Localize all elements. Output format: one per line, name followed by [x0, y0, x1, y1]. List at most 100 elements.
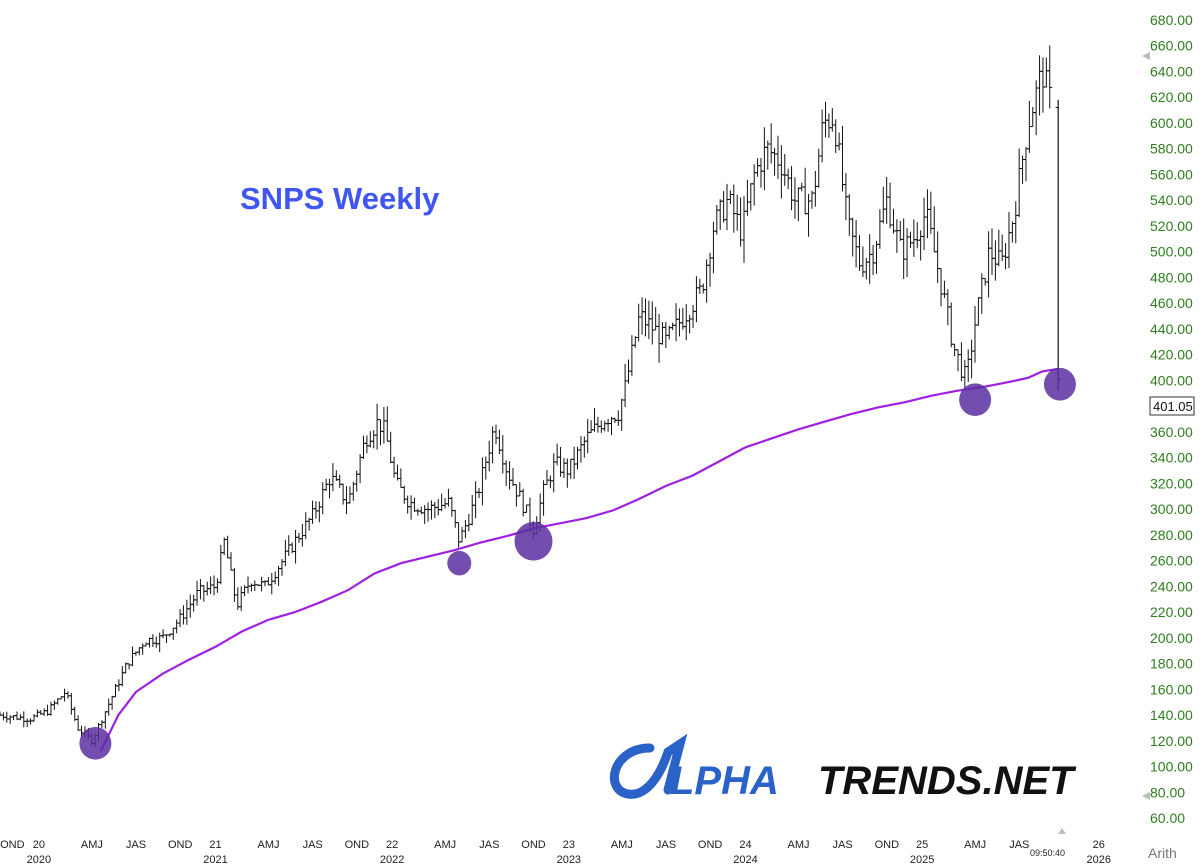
- ohlc-bar: [160, 629, 166, 639]
- ohlc-bar: [129, 646, 135, 667]
- ohlc-bar: [259, 576, 265, 592]
- ohlc-bar: [907, 231, 913, 249]
- ohlc-bar: [269, 573, 275, 595]
- ohlc-bar: [931, 206, 937, 253]
- ohlc-bar: [367, 431, 373, 448]
- ohlc-bar: [184, 599, 190, 625]
- ohlc-bar: [867, 234, 873, 284]
- ohlc-bar: [503, 460, 509, 487]
- x-tick-label: OND: [698, 839, 723, 851]
- y-tick-label: 180.00: [1150, 656, 1193, 672]
- touch-point-marker: [79, 727, 112, 760]
- ohlc-bar: [782, 153, 788, 186]
- ohlc-bar: [921, 197, 927, 251]
- ohlc-bar: [435, 499, 441, 516]
- ohlc-bar: [1055, 99, 1061, 391]
- ohlc-bar: [690, 304, 696, 328]
- ohlc-bar: [41, 708, 47, 717]
- x-tick-label: 26: [1093, 839, 1105, 851]
- touch-point-markers: [79, 367, 1076, 760]
- x-tick-label: AMJ: [964, 839, 986, 851]
- ohlc-bar: [75, 715, 81, 731]
- y-tick-label: 280.00: [1150, 527, 1193, 543]
- ohlc-bar: [408, 495, 414, 520]
- y-tick-label: 520.00: [1150, 218, 1193, 234]
- ohlc-bar: [405, 495, 411, 514]
- ohlc-bar: [554, 443, 560, 466]
- ohlc-bar: [714, 205, 720, 235]
- ohlc-bar: [748, 183, 754, 211]
- x-tick-label: AMJ: [787, 839, 809, 851]
- ohlc-bar: [904, 228, 910, 278]
- y-tick-label: 680.00: [1150, 12, 1193, 28]
- ohlc-bar: [201, 585, 207, 602]
- ohlc-bar: [622, 363, 628, 408]
- ohlc-bar: [439, 493, 445, 512]
- scale-mode-label[interactable]: Arith: [1148, 845, 1177, 861]
- ohlc-bar: [955, 349, 961, 372]
- ohlc-bar: [323, 478, 329, 491]
- ohlc-bar: [911, 219, 917, 257]
- time-scroll-icon[interactable]: [1058, 828, 1066, 834]
- ohlc-bar: [890, 208, 896, 234]
- ohlc-bar: [850, 217, 856, 257]
- ohlc-bar: [31, 714, 37, 722]
- ohlc-bar: [578, 436, 584, 463]
- ohlc-bar: [823, 101, 829, 138]
- x-tick-label: JAS: [833, 839, 853, 851]
- ohlc-bar: [887, 182, 893, 229]
- ohlc-bar: [364, 435, 370, 454]
- ohlc-bar: [751, 164, 757, 206]
- ohlc-bar: [615, 410, 621, 426]
- ohlc-bar: [806, 193, 812, 237]
- ohlc-bar: [445, 488, 451, 507]
- ohlc-bar: [116, 679, 122, 692]
- axis-scroll-up-icon[interactable]: [1142, 52, 1150, 60]
- ohlc-bar: [619, 398, 625, 431]
- ohlc-bar: [163, 634, 169, 644]
- ohlc-bar: [636, 303, 642, 342]
- ohlc-bar: [901, 218, 907, 279]
- ohlc-bar: [391, 456, 397, 478]
- x-year-label: 2022: [380, 854, 404, 865]
- x-tick-label: JAS: [126, 839, 146, 851]
- ohlc-bar: [146, 637, 152, 648]
- ohlc-bar: [106, 698, 112, 716]
- ohlc-bar: [812, 170, 818, 207]
- ohlc-bar: [442, 498, 448, 509]
- ohlc-bar: [744, 179, 750, 216]
- ohlc-bar: [1030, 106, 1036, 127]
- ohlc-bar: [717, 199, 723, 230]
- ohlc-bar: [150, 634, 156, 647]
- y-tick-label: 440.00: [1150, 321, 1193, 337]
- ohlc-bar: [28, 718, 34, 725]
- ohlc-bar: [928, 191, 934, 234]
- ohlc-bar: [238, 586, 244, 611]
- ohlc-bar: [551, 453, 557, 493]
- x-year-label: 2021: [203, 854, 227, 865]
- ohlc-bar: [486, 440, 492, 472]
- ohlc-bar: [755, 158, 761, 177]
- ohlc-bar: [642, 298, 648, 337]
- ohlc-bar: [969, 339, 975, 379]
- ohlc-bar: [649, 301, 655, 345]
- x-year-label: 2024: [733, 854, 757, 865]
- ohlc-bar: [109, 695, 115, 710]
- ohlc-bar: [792, 177, 798, 219]
- axis-scroll-down-icon[interactable]: [1142, 792, 1150, 800]
- ohlc-bar: [344, 486, 350, 515]
- ohlc-bar: [473, 481, 479, 519]
- ohlc-bar: [1040, 57, 1046, 113]
- ohlc-bar: [602, 420, 608, 432]
- ohlc-bar: [371, 430, 377, 449]
- ohlc-bar: [605, 418, 611, 432]
- ohlc-bar: [214, 578, 220, 593]
- ohlc-bar: [65, 691, 71, 699]
- ohlc-bar: [320, 482, 326, 515]
- x-tick-label: 25: [916, 839, 928, 851]
- ohlc-bar: [877, 209, 883, 249]
- ohlc-bar: [948, 302, 954, 348]
- ohlc-bar: [174, 619, 180, 634]
- ohlc-bar: [935, 231, 941, 284]
- ohlc-bar: [941, 280, 947, 299]
